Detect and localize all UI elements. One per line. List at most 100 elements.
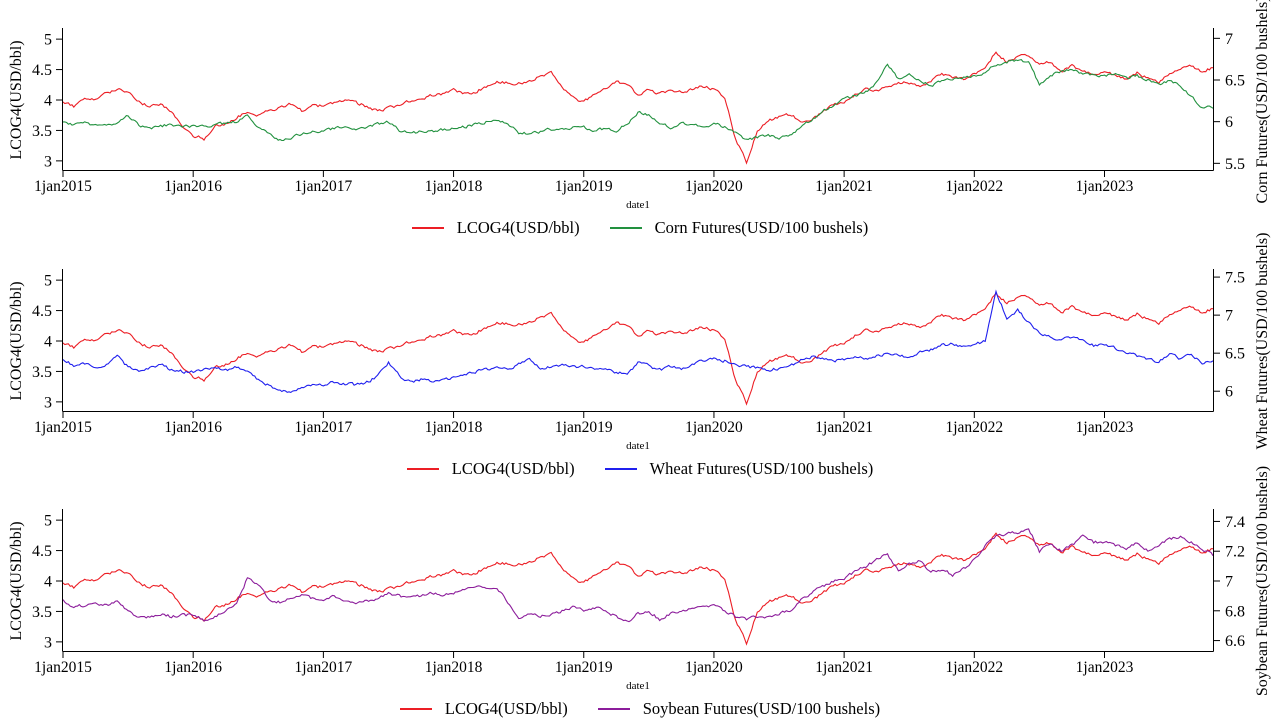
x-tick-label: 1jan2016 [164,419,222,436]
tick-labels: 3 3.5 4 4.5 5 6.6 6.8 7 7.2 7.4 1jan2015 1jan2016 1j… [32,513,1245,676]
y-right-tick-label: 6 [1225,384,1233,401]
legend: LCOG4(USD/bbl) Wheat Futures(USD/100 bus… [0,459,1280,479]
legend-label: LCOG4(USD/bbl) [456,218,580,237]
x-tick-label: 1jan2015 [34,178,92,195]
tick-labels: 3 3.5 4 4.5 5 5.5 6 6.5 7 1jan2015 1jan2016 1jan201… [32,31,1245,195]
legend-label: Soybean Futures(USD/100 bushels) [642,699,881,718]
y-axis-title-left: LCOG4(USD/bbl) [8,521,25,641]
y-left-tick-label: 4.5 [32,543,52,560]
legend-line-swatch-soybean [597,708,630,710]
legend-item: LCOG4(USD/bbl) [406,459,575,479]
x-tick-label: 1jan2019 [555,659,613,676]
y-right-tick-label: 6.5 [1225,346,1245,363]
x-tick-label: 1jan2019 [555,419,613,436]
y-axis-title-left: LCOG4(USD/bbl) [8,40,25,160]
tick-labels: 3 3.5 4 4.5 5 6 6.5 7 7.5 1jan2015 1jan2016 1jan201… [32,270,1245,436]
x-tick-label: 1jan2023 [1076,178,1134,195]
x-tick-label: 1jan2015 [34,419,92,436]
axes [56,28,1220,177]
legend-line-swatch-wheat [604,468,637,470]
x-tick-label: 1jan2020 [685,659,743,676]
y-left-tick-label: 5 [44,32,52,49]
x-tick-label: 1jan2023 [1076,419,1134,436]
chart-panel-wheat: 3 3.5 4 4.5 5 6 6.5 7 7.5 1jan2015 1jan2016 1jan201… [0,233,1280,481]
legend-item: Wheat Futures(USD/100 bushels) [604,459,874,479]
y-left-tick-label: 3.5 [32,604,52,621]
plot-area-wheat: 3 3.5 4 4.5 5 6 6.5 7 7.5 1jan2015 1jan2016 1jan201… [0,241,1280,481]
x-tick-label: 1jan2020 [685,419,743,436]
x-tick-label: 1jan2017 [295,419,353,436]
x-tick-label: 1jan2018 [425,659,483,676]
legend-label: LCOG4(USD/bbl) [444,699,568,718]
legend-line-swatch-lcog4 [406,468,439,470]
series-line-lcog4 [63,292,1213,406]
y-left-tick-label: 3 [44,153,52,170]
x-tick-label: 1jan2018 [425,178,483,195]
x-tick-label: 1jan2021 [815,659,873,676]
x-tick-label: 1jan2020 [685,178,743,195]
x-tick-label: 1jan2023 [1076,659,1134,676]
y-right-tick-label: 7 [1225,31,1233,48]
x-tick-label: 1jan2016 [164,659,222,676]
chart-svg: 3 3.5 4 4.5 5 6 6.5 7 7.5 1jan2015 1jan2016 1jan201… [32,269,1245,436]
y-right-tick-label: 6.6 [1225,633,1245,650]
series-lines [63,528,1213,646]
y-axis-title-right: Wheat Futures(USD/100 bushels) [1254,232,1271,450]
axes [56,509,1220,658]
x-axis-title: date1 [626,680,650,692]
y-left-tick-label: 5 [44,273,52,290]
y-axis-title-right: Corn Futures(USD/100 bushels) [1254,0,1271,204]
x-axis-title: date1 [626,199,650,211]
series-lines [63,51,1213,165]
x-tick-label: 1jan2017 [295,178,353,195]
y-right-tick-label: 6.8 [1225,603,1245,620]
series-line-soybean [63,528,1213,623]
y-right-tick-label: 7 [1225,308,1233,325]
chart-panel-corn: 3 3.5 4 4.5 5 5.5 6 6.5 7 1jan2015 1jan2016 1jan201… [0,0,1280,240]
plot-area-soybean: 3 3.5 4 4.5 5 6.6 6.8 7 7.2 7.4 1jan2015 1jan2016 1j… [0,481,1280,721]
y-axis-title-right: Soybean Futures(USD/100 bushels) [1254,465,1271,697]
x-tick-label: 1jan2022 [945,178,1003,195]
y-right-tick-label: 5.5 [1225,156,1245,173]
y-right-tick-label: 7.5 [1225,270,1245,287]
x-axis-title: date1 [626,440,650,452]
legend-label: LCOG4(USD/bbl) [451,459,575,478]
legend-line-swatch-corn [609,227,642,229]
y-left-tick-label: 4.5 [32,62,52,79]
x-tick-label: 1jan2015 [34,659,92,676]
series-lines [63,289,1213,406]
series-line-lcog4 [63,532,1213,646]
y-right-tick-label: 6.5 [1225,73,1245,90]
legend-item: LCOG4(USD/bbl) [411,218,580,238]
legend-item: Soybean Futures(USD/100 bushels) [597,699,881,719]
series-line-lcog4 [63,51,1213,165]
series-line-wheat [63,289,1213,394]
legend-line-swatch-lcog4 [399,708,432,710]
x-tick-label: 1jan2016 [164,178,222,195]
y-left-tick-label: 3 [44,634,52,651]
y-axis-title-left: LCOG4(USD/bbl) [8,281,25,401]
y-left-tick-label: 3.5 [32,364,52,381]
y-left-tick-label: 3.5 [32,123,52,140]
legend: LCOG4(USD/bbl) Corn Futures(USD/100 bush… [0,218,1280,238]
y-right-tick-label: 7.4 [1225,514,1245,531]
y-left-tick-label: 4 [44,334,52,351]
y-left-tick-label: 4.5 [32,303,52,320]
chart-svg: 3 3.5 4 4.5 5 6.6 6.8 7 7.2 7.4 1jan2015 1jan2016 1j… [32,509,1245,676]
x-tick-label: 1jan2021 [815,419,873,436]
x-tick-label: 1jan2018 [425,419,483,436]
legend: LCOG4(USD/bbl) Soybean Futures(USD/100 b… [0,699,1280,719]
legend-line-swatch-lcog4 [411,227,444,229]
legend-label: Wheat Futures(USD/100 bushels) [649,459,874,478]
x-tick-label: 1jan2022 [945,659,1003,676]
y-right-tick-label: 7 [1225,574,1233,591]
y-right-tick-label: 6 [1225,114,1233,131]
x-tick-label: 1jan2019 [555,178,613,195]
y-left-tick-label: 4 [44,93,52,110]
x-tick-label: 1jan2021 [815,178,873,195]
plot-area-corn: 3 3.5 4 4.5 5 5.5 6 6.5 7 1jan2015 1jan2016 1jan201… [0,0,1280,240]
y-right-tick-label: 7.2 [1225,544,1245,561]
legend-item: Corn Futures(USD/100 bushels) [609,218,868,238]
series-line-corn [63,58,1213,142]
